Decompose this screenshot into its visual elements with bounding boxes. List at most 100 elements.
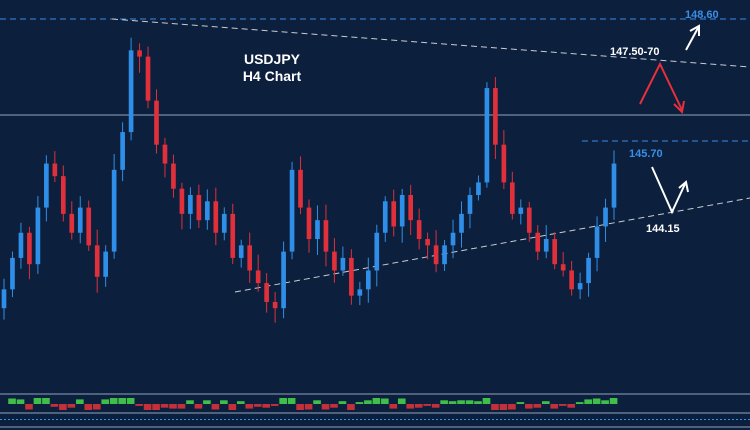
lower-band-dot (440, 419, 442, 420)
candle-body (459, 213, 464, 233)
oscillator-bar (558, 404, 567, 406)
lower-band-dot (380, 419, 382, 420)
lower-band-dot (96, 419, 98, 420)
candle-body (315, 220, 320, 240)
candle-body (501, 144, 507, 183)
lower-band-dot (568, 419, 570, 420)
lower-trendline (234, 197, 750, 293)
lower-band-dot (28, 419, 30, 420)
lower-band-dot (244, 419, 246, 420)
lower-band-dot (604, 419, 606, 420)
oscillator-bar (330, 404, 338, 408)
oscillator-bar (287, 398, 296, 404)
candle-body (340, 257, 346, 271)
oscillator-bar (431, 404, 440, 408)
candle-body (467, 195, 473, 214)
oscillator-bar (609, 398, 618, 404)
oscillator-bar (262, 404, 271, 408)
oscillator-bar (228, 404, 237, 410)
lower-band-dot (748, 419, 750, 420)
lower-band-dot (368, 419, 370, 420)
lower-band-dot (556, 419, 558, 420)
oscillator-bar (423, 404, 431, 406)
lower-band-dot (128, 419, 130, 420)
lower-band-dot (312, 419, 314, 420)
lower-band-dot (548, 419, 550, 420)
oscillator-bar (347, 404, 355, 410)
lower-band-dot (176, 419, 178, 420)
lower-band-dot (384, 419, 386, 420)
candle-body (552, 239, 558, 265)
candle-body (357, 289, 363, 296)
oscillator-bar (203, 400, 211, 404)
lower-band-dot (412, 419, 414, 420)
lower-band-dot (204, 419, 206, 420)
candle-body (603, 207, 608, 227)
lower-band-dot (76, 419, 78, 420)
lower-band-dot (304, 419, 306, 420)
oscillator-bar (67, 404, 76, 408)
lower-band-dot (400, 419, 402, 420)
candle-body (162, 144, 168, 164)
candle-body (52, 163, 58, 177)
candle-body (391, 201, 397, 227)
candle-body (264, 283, 269, 302)
lower-band-dot (144, 419, 146, 420)
oscillator-bar (372, 398, 381, 404)
candle-body (111, 169, 117, 252)
lower-band-dot (708, 419, 710, 420)
lower-band-dot (288, 419, 290, 420)
lower-band-dot (484, 419, 486, 420)
candle-body (569, 270, 574, 290)
lower-band-dot (580, 419, 582, 420)
lower-band-dot (388, 419, 390, 420)
oscillator-bar (304, 404, 313, 410)
lower-band-dot (600, 419, 602, 420)
lower-band-dot (508, 419, 510, 420)
lower-band-dot (276, 419, 278, 420)
lower-band-dot (584, 419, 586, 420)
candle-body (425, 239, 430, 246)
candle-body (27, 232, 32, 265)
lower-band-dot (332, 419, 334, 420)
lower-band-dot (700, 419, 702, 420)
lower-band-dot (572, 419, 574, 420)
oscillator-bar (499, 404, 508, 410)
candle-body (60, 176, 66, 214)
candle-body (374, 232, 380, 271)
level-label-145-70: 145.70 (629, 148, 663, 160)
lower-band-dot (240, 419, 242, 420)
lower-band-dot (596, 419, 598, 420)
lower-band-dot (644, 419, 646, 420)
lower-band-dot (688, 419, 690, 420)
lower-band-dot (260, 419, 262, 420)
candle-body (298, 169, 303, 208)
lower-band-dot (136, 419, 138, 420)
candle-body (408, 195, 413, 221)
lower-band-dot (404, 419, 406, 420)
oscillator-bar (118, 398, 126, 404)
lower-band-dot (108, 419, 110, 420)
lower-band-dot (712, 419, 714, 420)
lower-band-dot (132, 419, 134, 420)
lower-band-dot (236, 419, 238, 420)
oscillator-bar (474, 401, 482, 404)
lower-band-dot (672, 419, 674, 420)
level-label-144-15: 144.15 (646, 223, 680, 235)
lower-band-dot (148, 419, 150, 420)
lower-band-dot (268, 419, 270, 420)
lower-band-dot (420, 419, 422, 420)
candle-body (594, 226, 600, 258)
lower-band-dot (280, 419, 282, 420)
candle-body (230, 213, 236, 258)
oscillator-bar (575, 402, 584, 404)
lower-band-dot (272, 419, 274, 420)
lower-band-dot (252, 419, 254, 420)
oscillator-bar (279, 398, 287, 404)
lower-band-dot (648, 419, 650, 420)
lower-band-dot (164, 419, 166, 420)
oscillator-bar (135, 404, 143, 406)
lower-band-dot (608, 419, 610, 420)
oscillator-bar (592, 398, 601, 404)
lower-band-dot (592, 419, 594, 420)
